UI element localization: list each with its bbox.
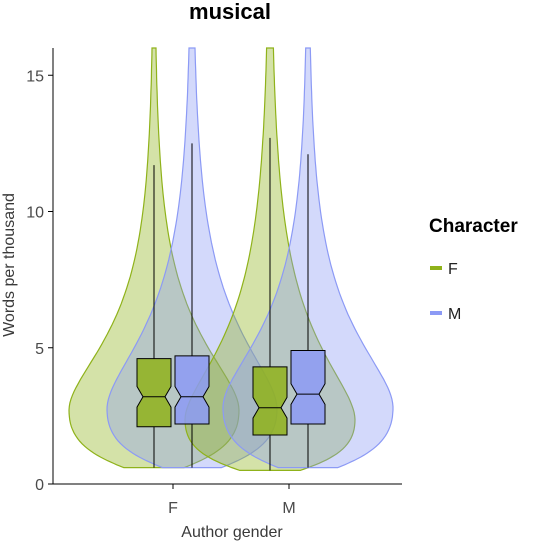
y-tick-label: 15 bbox=[26, 68, 44, 85]
x-axis-label: Author gender bbox=[181, 524, 283, 541]
y-tick-label: 10 bbox=[26, 205, 44, 222]
legend: Character F M bbox=[429, 216, 518, 323]
y-axis-label: Words per thousand bbox=[1, 193, 18, 337]
box-M-F bbox=[174, 355, 210, 425]
legend-label-F: F bbox=[448, 261, 458, 278]
box-F-F bbox=[136, 358, 172, 428]
plot-area bbox=[68, 47, 394, 471]
box-M-M bbox=[290, 349, 326, 425]
legend-label-M: M bbox=[448, 306, 461, 323]
chart-title: musical bbox=[189, 0, 271, 24]
y-tick-label: 0 bbox=[35, 477, 44, 494]
y-axis: 0 5 10 15 bbox=[26, 48, 54, 494]
x-tick-label: M bbox=[282, 500, 295, 517]
x-tick-label: F bbox=[168, 500, 178, 517]
legend-title: Character bbox=[429, 216, 518, 237]
y-tick-label: 5 bbox=[35, 341, 44, 358]
box-F-M bbox=[252, 366, 288, 436]
